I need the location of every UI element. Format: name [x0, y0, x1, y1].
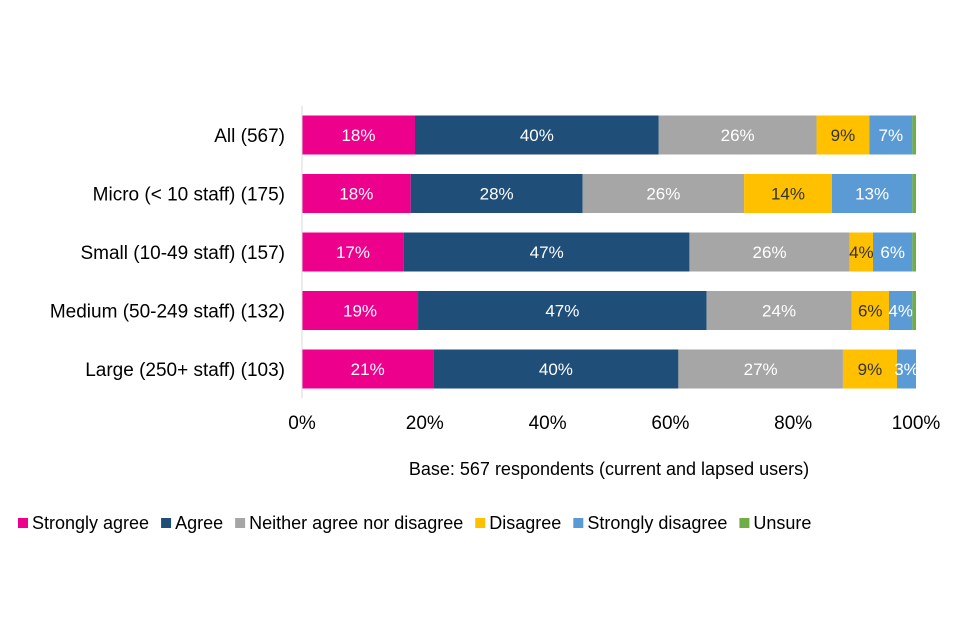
data-label: 4%: [888, 302, 913, 321]
data-label: 28%: [480, 185, 514, 204]
bar-segment-strongly-agree: [302, 232, 404, 272]
legend-swatch: [573, 518, 584, 528]
bar-segment-neither-agree-nor-disagree: [582, 174, 745, 213]
data-label: 21%: [351, 360, 385, 379]
category-label: All (567): [214, 126, 285, 147]
bar-row: 18% 28% 26% 14% 13%: [302, 174, 916, 213]
category-label: Micro (< 10 staff) (175): [93, 185, 285, 206]
data-label: 13%: [855, 185, 889, 204]
x-tick-label: 0%: [288, 413, 316, 434]
data-label: 26%: [753, 243, 787, 262]
x-tick-label: 80%: [774, 413, 812, 434]
category-label: Large (250+ staff) (103): [85, 360, 285, 381]
data-label: 6%: [880, 243, 905, 262]
x-axis-ticks: 0% 20% 40% 60% 80% 100%: [288, 413, 940, 434]
legend-item-unsure: Unsure: [739, 513, 811, 533]
bar-row: 19% 47% 24% 6% 4%: [302, 291, 916, 330]
x-tick-label: 100%: [892, 413, 941, 434]
legend-label: Unsure: [753, 513, 811, 533]
bar-segment-strongly-disagree: [831, 174, 913, 213]
bar-segment-neither-agree-nor-disagree: [706, 291, 852, 330]
bar-segment-disagree: [816, 115, 870, 155]
data-label: 7%: [879, 126, 904, 145]
data-label: 9%: [858, 360, 883, 379]
x-tick-label: 40%: [529, 413, 567, 434]
bar-row: 21% 40% 27% 9% 3%: [302, 349, 919, 389]
data-label: 47%: [545, 302, 579, 321]
bar-segment-disagree: [849, 232, 874, 272]
data-label: 17%: [336, 243, 370, 262]
bar-segment-disagree: [851, 291, 889, 330]
bar-segment-disagree: [744, 174, 832, 213]
legend-item-disagree: Disagree: [475, 513, 561, 533]
data-label: 6%: [858, 302, 883, 321]
category-labels: All (567) Micro (< 10 staff) (175) Small (…: [50, 126, 285, 381]
legend-label: Disagree: [489, 513, 561, 533]
bars: 18% 40% 26% 9% 7% 18% 28% 26% 14% 13% 17% 47% 26% 4% 6…: [302, 115, 919, 389]
data-label: 26%: [721, 126, 755, 145]
bar-segment-unsure: [912, 232, 916, 272]
bar-row: 18% 40% 26% 9% 7%: [302, 115, 916, 155]
data-label: 19%: [343, 302, 377, 321]
data-label: 27%: [744, 360, 778, 379]
bar-segment-unsure: [912, 174, 916, 213]
bar-segment-neither-agree-nor-disagree: [689, 232, 850, 272]
data-label: 3%: [894, 360, 919, 379]
x-tick-label: 20%: [406, 413, 444, 434]
bar-segment-agree: [414, 115, 659, 155]
bar-segment-disagree: [842, 349, 897, 389]
bar-segment-strongly-disagree: [896, 349, 916, 389]
data-label: 24%: [762, 302, 796, 321]
bar-segment-strongly-agree: [302, 174, 411, 213]
legend-item-agree: Agree: [161, 513, 223, 533]
bar-row: 17% 47% 26% 4% 6%: [302, 232, 916, 272]
data-label: 18%: [341, 126, 375, 145]
legend-swatch: [161, 518, 172, 528]
legend-swatch: [739, 518, 750, 528]
data-label: 18%: [339, 185, 373, 204]
x-axis-title: Base: 567 respondents (current and lapse…: [409, 459, 809, 479]
legend-label: Neither agree nor disagree: [249, 513, 463, 533]
data-label: 47%: [530, 243, 564, 262]
legend-item-strongly-agree: Strongly agree: [18, 513, 149, 533]
data-label: 9%: [831, 126, 856, 145]
legend-swatch: [475, 518, 486, 528]
bar-segment-agree: [403, 232, 690, 272]
data-label: 40%: [520, 126, 554, 145]
legend-item-strongly-disagree: Strongly disagree: [573, 513, 727, 533]
legend-label: Strongly agree: [32, 513, 149, 533]
bar-segment-strongly-disagree: [888, 291, 913, 330]
category-label: Small (10-49 staff) (157): [80, 243, 285, 264]
bar-segment-strongly-agree: [302, 349, 434, 389]
bar-segment-unsure: [912, 115, 916, 155]
data-label: 40%: [539, 360, 573, 379]
data-label: 14%: [771, 185, 805, 204]
data-label: 26%: [646, 185, 680, 204]
bar-segment-strongly-disagree: [873, 232, 913, 272]
bar-segment-agree: [433, 349, 679, 389]
bar-segment-strongly-disagree: [869, 115, 913, 155]
bar-segment-strongly-agree: [302, 115, 415, 155]
data-label: 4%: [849, 243, 874, 262]
legend-swatch: [18, 518, 28, 528]
bar-segment-unsure: [912, 291, 916, 330]
legend-swatch: [235, 518, 246, 528]
legend-label: Strongly disagree: [587, 513, 727, 533]
bar-segment-neither-agree-nor-disagree: [658, 115, 817, 155]
x-tick-label: 60%: [651, 413, 689, 434]
legend: Strongly agree Agree Neither agree nor dis…: [18, 513, 811, 533]
bar-segment-neither-agree-nor-disagree: [678, 349, 843, 389]
bar-segment-agree: [418, 291, 707, 330]
bar-segment-strongly-agree: [302, 291, 419, 330]
category-label: Medium (50-249 staff) (132): [50, 302, 285, 323]
legend-item-neither-agree-nor-disagree: Neither agree nor disagree: [235, 513, 463, 533]
bar-segment-agree: [410, 174, 583, 213]
legend-label: Agree: [175, 513, 223, 533]
